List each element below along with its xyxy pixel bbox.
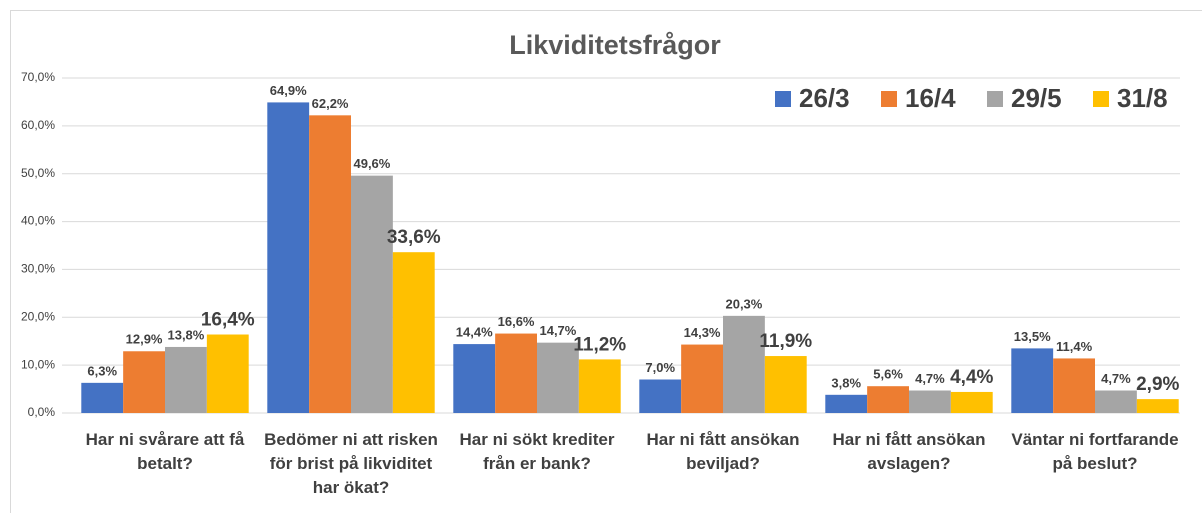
data-label: 11,2% [573, 334, 626, 355]
data-label: 3,8% [831, 375, 861, 390]
bar [81, 382, 124, 413]
data-label: 12,9% [126, 332, 163, 347]
bar [825, 394, 868, 413]
bar [578, 359, 621, 413]
legend-swatch [1093, 91, 1109, 107]
y-tick-label: 50,0% [21, 166, 55, 180]
bar [392, 252, 435, 413]
bar [1095, 390, 1137, 413]
data-label: 5,6% [873, 367, 903, 382]
legend-label: 16/4 [905, 83, 956, 113]
bar [309, 115, 351, 413]
chart-title: Likviditetsfrågor [509, 30, 721, 60]
x-tick-label: Har ni svårare att få betalt? [85, 430, 245, 473]
data-label: 14,3% [684, 325, 721, 340]
data-label: 4,4% [950, 367, 993, 388]
bar [165, 346, 207, 413]
data-label: 49,6% [353, 156, 390, 171]
data-label: 14,7% [539, 323, 576, 338]
data-label: 33,6% [387, 227, 441, 248]
y-tick-label: 20,0% [21, 309, 55, 323]
x-tick-label: Har ni fått ansökan avslagen? [832, 430, 986, 473]
data-label: 64,9% [270, 83, 307, 98]
y-tick-label: 70,0% [21, 70, 55, 84]
bar [351, 175, 393, 413]
bar [495, 333, 537, 413]
bar [537, 342, 579, 413]
data-label: 16,4% [201, 310, 255, 331]
data-label: 20,3% [725, 296, 762, 311]
bar [123, 351, 165, 413]
bar [950, 391, 993, 413]
bar [1136, 399, 1179, 413]
bar [453, 344, 496, 413]
data-label: 4,7% [915, 371, 945, 386]
y-tick-label: 10,0% [21, 357, 55, 371]
x-tick-label: Har ni sökt krediter från er bank? [459, 430, 615, 473]
data-label: 4,7% [1101, 371, 1131, 386]
bar [909, 390, 951, 413]
data-label: 11,9% [759, 331, 812, 352]
legend-label: 31/8 [1117, 83, 1168, 113]
x-tick-label: Bedömer ni att risken för brist på likvi… [264, 430, 438, 497]
data-label: 16,6% [498, 314, 535, 329]
bar [867, 386, 909, 413]
bar [764, 356, 807, 413]
chart-frame [10, 10, 1202, 513]
legend-swatch [987, 91, 1003, 107]
y-tick-label: 40,0% [21, 214, 55, 228]
data-label: 2,9% [1136, 374, 1179, 395]
legend-swatch [881, 91, 897, 107]
bar [681, 344, 723, 413]
data-label: 13,5% [1014, 329, 1051, 344]
bar [267, 102, 310, 414]
data-label: 62,2% [312, 96, 349, 111]
data-label: 6,3% [87, 363, 117, 378]
data-label: 13,8% [167, 327, 204, 342]
legend-swatch [775, 91, 791, 107]
bar [1011, 348, 1054, 413]
bar [1053, 358, 1095, 413]
bar [723, 315, 765, 413]
data-label: 14,4% [456, 325, 493, 340]
y-tick-label: 60,0% [21, 118, 55, 132]
data-label: 7,0% [645, 360, 675, 375]
x-tick-label: Har ni fått ansökan beviljad? [646, 430, 800, 473]
bar [639, 379, 682, 413]
bar [206, 334, 249, 413]
data-label: 11,4% [1056, 339, 1093, 354]
y-tick-label: 0,0% [28, 405, 56, 419]
y-tick-label: 30,0% [21, 262, 55, 276]
legend-label: 26/3 [799, 83, 850, 113]
x-tick-label: Väntar ni fortfarande på beslut? [1011, 430, 1179, 473]
legend-label: 29/5 [1011, 83, 1062, 113]
